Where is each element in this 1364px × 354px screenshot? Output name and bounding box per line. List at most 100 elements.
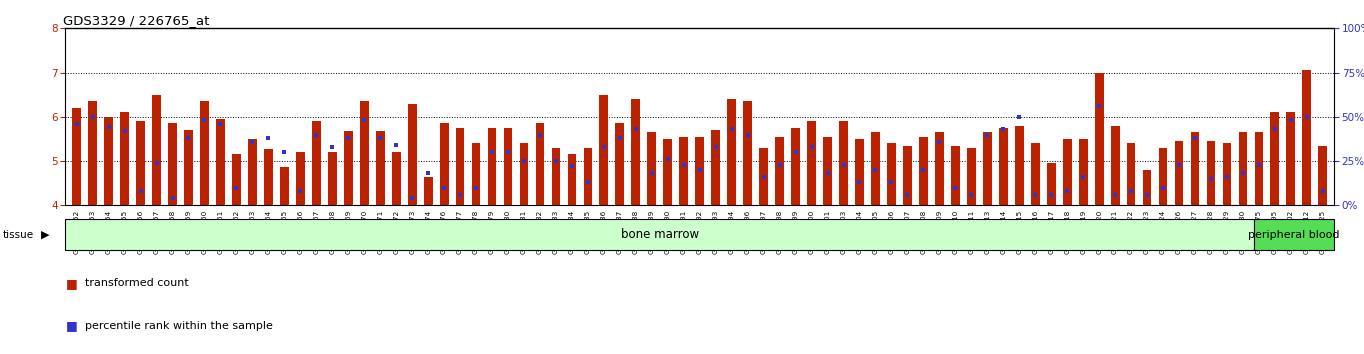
Point (720, 126, 742, 132)
Bar (967, 148, 975, 205)
Point (1168, 162, 1189, 167)
Bar (1191, 132, 1199, 205)
Point (1200, 176, 1222, 182)
Bar (104, 117, 113, 205)
Point (370, 135, 391, 141)
Bar (983, 132, 992, 205)
Bar (807, 121, 816, 205)
Point (784, 149, 806, 155)
Bar (456, 128, 465, 205)
Bar (408, 104, 416, 205)
Bar (168, 124, 177, 205)
Point (896, 192, 918, 198)
Bar (743, 101, 752, 205)
Point (593, 144, 615, 150)
Point (1279, 118, 1301, 123)
Bar (1174, 141, 1184, 205)
Point (322, 144, 344, 150)
Bar (344, 131, 353, 205)
Bar (648, 132, 656, 205)
Bar (360, 101, 368, 205)
Bar (696, 137, 704, 205)
Bar (1046, 163, 1056, 205)
Point (65, 121, 87, 127)
Point (385, 142, 406, 148)
Point (689, 167, 711, 173)
Text: bone marrow: bone marrow (621, 228, 698, 241)
Bar (248, 139, 256, 205)
Point (577, 179, 599, 185)
Bar (312, 121, 321, 205)
Bar (1207, 141, 1215, 205)
Bar (536, 124, 544, 205)
Point (82, 114, 104, 120)
Point (848, 179, 870, 185)
Bar (567, 154, 577, 205)
Bar (887, 143, 896, 205)
Bar (951, 145, 960, 205)
Point (641, 171, 663, 176)
Point (1248, 162, 1270, 167)
Text: percentile rank within the sample: percentile rank within the sample (85, 321, 273, 331)
Bar (822, 137, 832, 205)
Text: transformed count: transformed count (85, 278, 188, 288)
Point (944, 185, 966, 190)
Bar (216, 119, 225, 205)
Bar (934, 132, 944, 205)
Point (353, 118, 375, 123)
Point (672, 162, 694, 167)
Bar (663, 139, 672, 205)
Point (337, 135, 359, 141)
Point (513, 158, 535, 164)
Point (977, 132, 998, 137)
Point (960, 192, 982, 198)
Bar (1303, 70, 1311, 205)
Bar (520, 143, 528, 205)
Bar (136, 121, 145, 205)
Text: ■: ■ (65, 319, 78, 332)
Point (1008, 114, 1030, 120)
Bar (760, 148, 768, 205)
Point (417, 171, 439, 176)
Point (98, 125, 120, 130)
Point (801, 144, 822, 150)
Bar (1015, 126, 1023, 205)
Bar (1222, 143, 1232, 205)
Point (481, 149, 503, 155)
Point (225, 185, 247, 190)
Bar (1063, 139, 1072, 205)
Bar (1110, 126, 1120, 205)
Point (1041, 192, 1063, 198)
Bar (551, 148, 561, 205)
Point (993, 126, 1015, 132)
Bar (1158, 148, 1168, 205)
Point (625, 126, 647, 132)
Bar (1127, 143, 1135, 205)
Bar (1239, 132, 1247, 205)
Point (1217, 174, 1239, 180)
Bar (872, 132, 880, 205)
Point (1072, 174, 1094, 180)
Bar (1095, 73, 1103, 205)
Point (705, 144, 727, 150)
Bar (1270, 113, 1279, 205)
Point (1136, 192, 1158, 198)
Point (241, 139, 263, 144)
Point (657, 156, 679, 162)
Bar (1319, 145, 1327, 205)
Bar (72, 108, 80, 205)
Text: ■: ■ (65, 277, 78, 290)
Point (306, 132, 327, 137)
Bar (1031, 143, 1039, 205)
Point (865, 167, 887, 173)
Point (449, 192, 471, 198)
Point (194, 118, 216, 123)
Point (113, 128, 135, 134)
Bar (632, 99, 640, 205)
Bar (376, 131, 385, 205)
Point (1232, 171, 1254, 176)
Point (529, 132, 551, 137)
Point (273, 149, 295, 155)
Point (1153, 185, 1174, 190)
Point (496, 149, 518, 155)
